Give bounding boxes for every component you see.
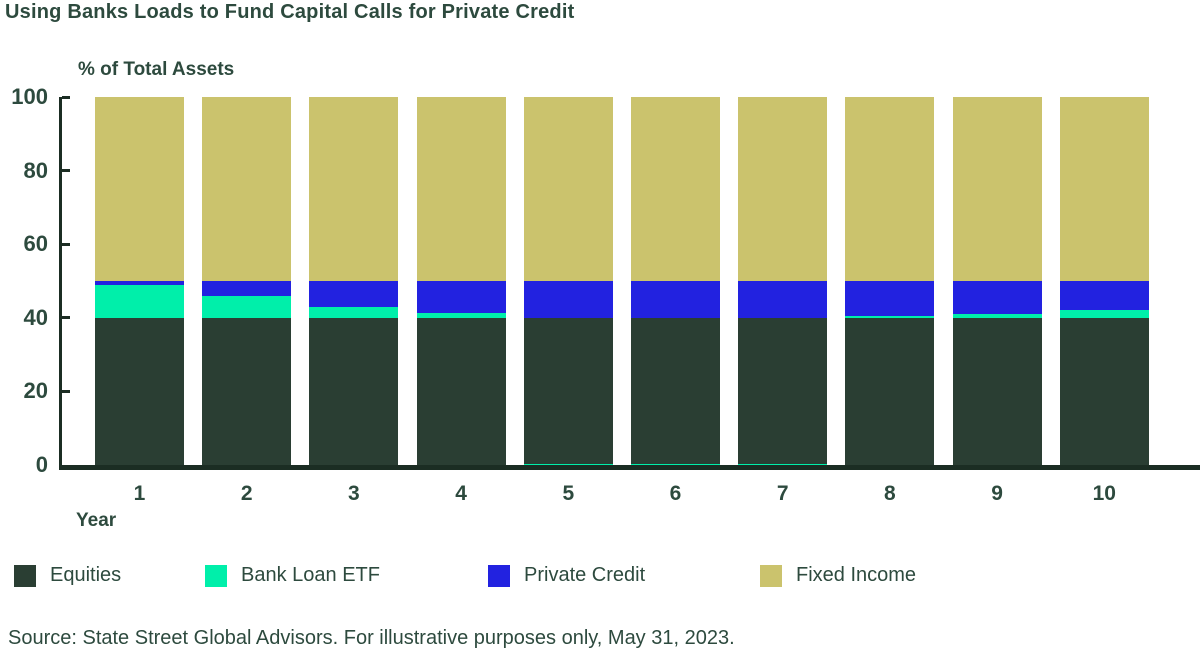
x-axis-tick-label: 4	[455, 482, 467, 505]
bar-segment-fixed-income	[845, 97, 935, 281]
bar-segment-bank-loan-etf	[1059, 310, 1149, 318]
x-axis-tick-label: 5	[562, 482, 575, 505]
bar-segment-equities	[952, 317, 1042, 465]
x-axis-tick-label: 2	[240, 482, 253, 505]
bar-segment-private-credit	[416, 281, 506, 314]
private-credit-swatch-icon	[488, 564, 510, 587]
legend-label: Fixed Income	[796, 564, 917, 586]
bar-segment-equities	[523, 317, 613, 465]
bar-segment-fixed-income	[523, 97, 613, 281]
equities-swatch-icon	[14, 564, 36, 587]
bar-segment-fixed-income	[738, 97, 828, 281]
y-axis-tick-label: 60	[23, 231, 48, 257]
legend-item-private-credit: Private Credit	[488, 564, 645, 587]
y-axis-tick	[62, 95, 70, 99]
bar-segment-bank-loan-etf	[95, 284, 184, 318]
bar-segment-fixed-income	[95, 97, 184, 281]
legend-label: Bank Loan ETF	[241, 564, 380, 586]
bar-segment-bank-loan-etf-bottom	[631, 463, 720, 465]
y-axis-line	[59, 97, 62, 470]
y-axis-tick-label: 80	[23, 157, 48, 183]
bar-segment-private-credit	[952, 281, 1042, 315]
bar-segment-equities	[845, 317, 935, 465]
bar-segment-private-credit	[738, 281, 828, 318]
x-axis-line	[59, 465, 1200, 470]
legend: Equities Bank Loan ETF Private Credit Fi…	[0, 564, 1200, 588]
y-axis-tick-label: 40	[23, 304, 48, 330]
legend-item-fixed-income: Fixed Income	[760, 564, 916, 587]
bar-segment-equities	[95, 317, 184, 465]
bar-segment-equities	[738, 317, 828, 465]
source-note: Source: State Street Global Advisors. Fo…	[8, 627, 735, 649]
legend-item-bank-loan-etf: Bank Loan ETF	[205, 564, 380, 587]
bar-segment-bank-loan-etf	[309, 306, 399, 318]
y-axis-tick-label: 20	[23, 378, 48, 404]
bar-segment-private-credit	[845, 281, 935, 316]
fixed-income-swatch-icon	[760, 564, 782, 587]
y-axis-tick-label: 0	[35, 452, 48, 477]
y-axis-tick	[62, 389, 70, 393]
y-axis-title: % of Total Assets	[78, 59, 235, 80]
bar-segment-bank-loan-etf	[202, 295, 292, 318]
bar-segment-equities	[1059, 317, 1149, 465]
bar-segment-equities	[416, 317, 506, 465]
bank-loan-etf-swatch-icon	[205, 564, 227, 587]
bar-segment-bank-loan-etf-bottom	[738, 463, 828, 465]
x-axis-tick-label: 3	[348, 482, 360, 505]
bar-segment-equities	[202, 317, 292, 465]
bar-segment-fixed-income	[416, 97, 506, 281]
x-axis-tick-label: 6	[669, 482, 682, 505]
bar-segment-fixed-income	[309, 97, 399, 281]
bar-segment-equities	[631, 317, 720, 465]
chart-title: Using Banks Loads to Fund Capital Calls …	[5, 1, 575, 23]
y-axis-tick	[62, 242, 70, 246]
bar-segment-equities	[309, 317, 399, 465]
y-axis-tick-label: 100	[11, 84, 48, 109]
bar-segment-fixed-income	[202, 97, 292, 281]
bar-segment-fixed-income	[952, 97, 1042, 281]
legend-item-equities: Equities	[14, 564, 121, 587]
bar-segment-private-credit	[309, 281, 399, 307]
bar-segment-private-credit	[202, 281, 292, 296]
bar-segment-private-credit	[631, 281, 720, 318]
bar-segment-private-credit	[1059, 281, 1149, 311]
x-axis-tick-label: 9	[991, 482, 1003, 505]
x-axis-tick-label: 7	[776, 482, 789, 505]
x-axis-tick-label: 10	[1092, 482, 1116, 505]
bar-segment-bank-loan-etf	[845, 315, 935, 318]
bar-segment-fixed-income	[1059, 97, 1149, 281]
bar-segment-bank-loan-etf	[952, 314, 1042, 318]
bar-segment-bank-loan-etf	[416, 313, 506, 318]
x-axis-tick-label: 1	[133, 482, 146, 505]
bar-segment-private-credit	[95, 281, 184, 285]
x-axis-tick-label: 8	[884, 482, 896, 505]
y-axis-tick	[62, 316, 70, 320]
legend-label: Private Credit	[524, 564, 646, 586]
x-axis-title: Year	[76, 510, 117, 531]
legend-label: Equities	[50, 564, 122, 586]
y-axis-tick	[62, 169, 70, 173]
bar-segment-fixed-income	[631, 97, 720, 281]
bar-segment-private-credit	[523, 281, 613, 318]
bar-segment-bank-loan-etf-bottom	[523, 463, 613, 465]
